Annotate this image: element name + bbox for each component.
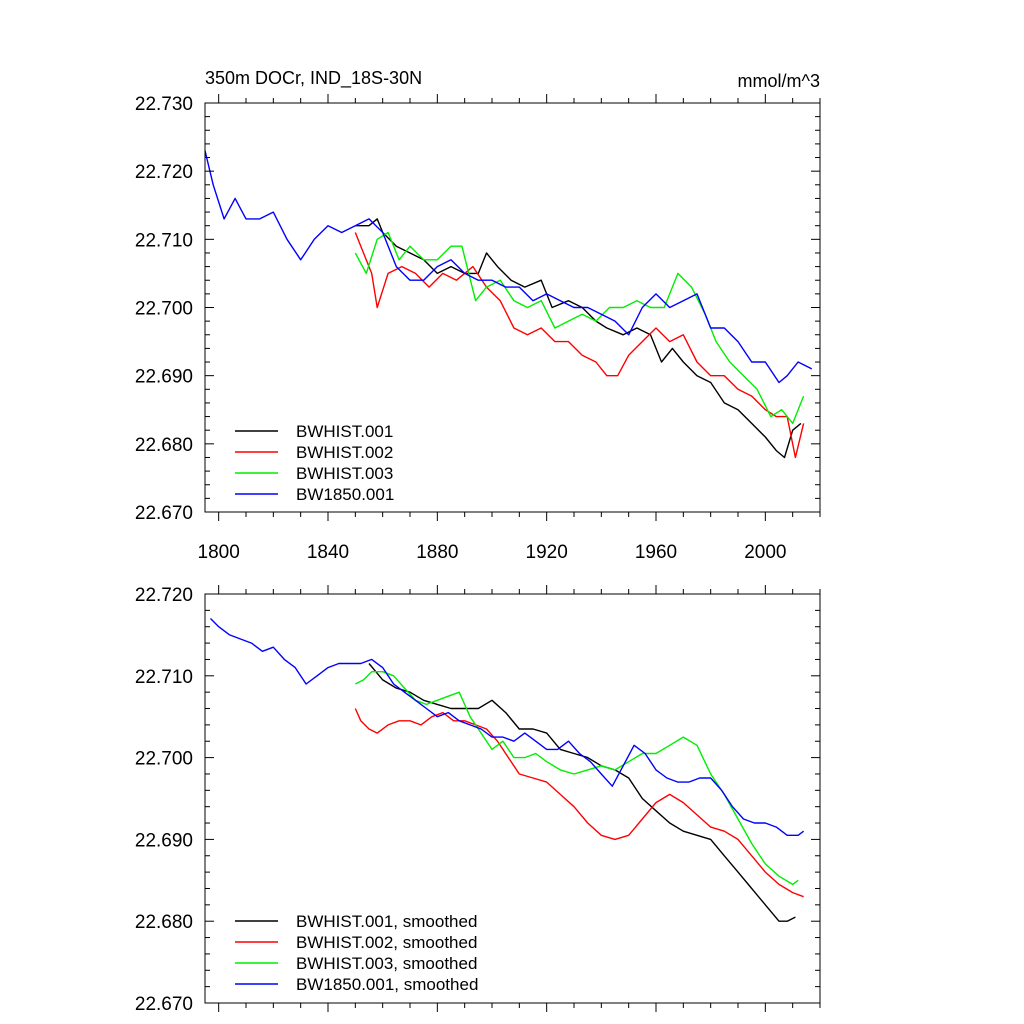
legend-label-4: BW1850.001, smoothed — [296, 975, 478, 994]
y-tick-label: 22.730 — [135, 94, 193, 115]
y-tick-label: 22.700 — [135, 299, 193, 320]
y-tick-label: 22.710 — [135, 667, 193, 688]
y-tick-label: 22.670 — [135, 994, 193, 1015]
units-label: mmol/m^3 — [738, 71, 820, 91]
x-tick-label: 1920 — [526, 542, 568, 563]
chart-title: 350m DOCr, IND_18S-30N — [205, 68, 422, 89]
x-tick-label: 2000 — [744, 542, 786, 563]
y-tick-label: 22.680 — [135, 912, 193, 933]
legend-label-2: BWHIST.002, smoothed — [296, 933, 477, 952]
x-tick-label: 1800 — [198, 542, 240, 563]
y-tick-label: 22.720 — [135, 585, 193, 606]
legend-label-1: BWHIST.001, smoothed — [296, 912, 477, 931]
x-tick-label: 1880 — [416, 542, 458, 563]
legend-label-4: BW1850.001 — [296, 485, 394, 504]
legend-label-2: BWHIST.002 — [296, 443, 393, 462]
y-tick-label: 22.680 — [135, 435, 193, 456]
y-tick-label: 22.700 — [135, 749, 193, 770]
series-line-4 — [210, 618, 805, 836]
x-tick-label: 1960 — [635, 542, 677, 563]
series-line-3 — [354, 671, 799, 886]
series-line-4 — [204, 150, 813, 384]
series-line-2 — [354, 708, 804, 898]
legend-label-3: BWHIST.003 — [296, 464, 393, 483]
y-tick-label: 22.670 — [135, 503, 193, 524]
series-line-1 — [368, 663, 796, 922]
series-line-2 — [354, 232, 805, 459]
x-tick-label: 1840 — [307, 542, 349, 563]
top-panel: 22.670 22.680 22.690 22.700 22.710 22.720 22.7… — [135, 68, 821, 563]
bottom-panel: 22.670 22.680 22.690 22.700 22.710 22.720 BWHI… — [135, 585, 821, 1015]
y-tick-label: 22.690 — [135, 830, 193, 851]
legend-label-3: BWHIST.003, smoothed — [296, 954, 477, 973]
legend-label-1: BWHIST.001 — [296, 422, 393, 441]
y-tick-label: 22.720 — [135, 162, 193, 183]
series-line-3 — [354, 231, 805, 425]
y-tick-label: 22.710 — [135, 230, 193, 251]
plot-frame — [204, 593, 821, 1004]
y-tick-label: 22.690 — [135, 367, 193, 388]
